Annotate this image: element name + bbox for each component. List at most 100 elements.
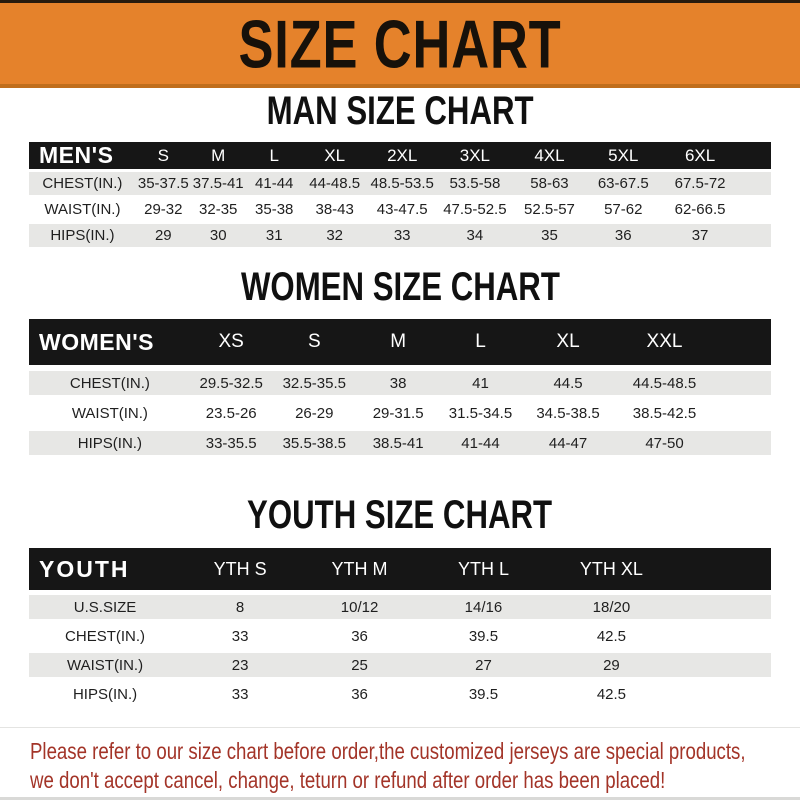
size-value: 47-50 [614,425,715,455]
size-value: 62-66.5 [659,195,741,221]
size-value: 44-47 [521,425,615,455]
size-value: 35-37.5 [135,169,191,195]
column-header: 2XL [366,142,438,169]
size-value: 29 [135,221,191,247]
row-filler [740,221,771,247]
row-filler [675,677,771,706]
men-header-row: MEN'S S M L XL 2XL 3XL 4XL 5XL 6XL [29,142,771,169]
column-header: 3XL [437,142,512,169]
column-header: M [356,319,440,365]
row-label: HIPS(IN.) [29,221,136,247]
column-header: XL [521,319,615,365]
size-value: 34.5-38.5 [521,395,615,425]
size-value: 38-43 [302,195,367,221]
size-value: 29-31.5 [356,395,440,425]
size-value: 42.5 [546,677,676,706]
row-filler [675,648,771,677]
row-label: WAIST(IN.) [29,195,136,221]
youth-size-table: YOUTH YTH S YTH M YTH L YTH XL U.S.SIZE … [29,548,771,706]
size-value: 23 [181,648,300,677]
table-row: CHEST(IN.) 29.5-32.5 32.5-35.5 38 41 44.… [29,365,771,395]
row-label: U.S.SIZE [29,590,182,619]
size-value: 63-67.5 [586,169,660,195]
size-value: 53.5-58 [437,169,512,195]
size-chart-banner: SIZE CHART [0,0,800,88]
men-size-table: MEN'S S M L XL 2XL 3XL 4XL 5XL 6XL CHEST… [29,142,771,247]
size-value: 35 [511,221,587,247]
bottom-divider [0,797,800,800]
women-table-title: WOMEN'S [29,319,191,365]
column-header: L [245,142,303,169]
row-label: CHEST(IN.) [29,619,182,648]
column-header: 6XL [659,142,741,169]
size-value: 33-35.5 [190,425,272,455]
banner-title: SIZE CHART [238,5,562,82]
size-value: 18/20 [546,590,676,619]
size-value: 29 [546,648,676,677]
women-section-heading: WOMEN SIZE CHART [240,265,560,309]
table-row: HIPS(IN.) 33 36 39.5 42.5 [29,677,771,706]
men-table-title: MEN'S [29,142,136,169]
men-heading-wrap: MAN SIZE CHART [0,91,800,131]
column-header: XL [302,142,367,169]
size-value: 29.5-32.5 [190,365,272,395]
row-label: HIPS(IN.) [29,425,191,455]
row-label: CHEST(IN.) [29,169,136,195]
size-value: 35.5-38.5 [271,425,357,455]
size-value: 33 [181,677,300,706]
row-filler [740,195,771,221]
size-value: 14/16 [420,590,547,619]
size-value: 44.5-48.5 [614,365,715,395]
row-label: WAIST(IN.) [29,648,182,677]
column-header: YTH S [181,548,300,590]
youth-table-title: YOUTH [29,548,182,590]
size-value: 33 [181,619,300,648]
size-value: 44.5 [521,365,615,395]
column-header: L [439,319,522,365]
women-header-row: WOMEN'S XS S M L XL XXL [29,319,771,365]
column-header: M [190,142,246,169]
size-value: 48.5-53.5 [366,169,438,195]
size-value: 42.5 [546,619,676,648]
size-value: 32 [302,221,367,247]
size-value: 44-48.5 [302,169,367,195]
size-value: 57-62 [586,195,660,221]
footer-note-line-2: we don't accept cancel, change, teturn o… [30,767,666,793]
column-header: S [271,319,357,365]
size-value: 47.5-52.5 [437,195,512,221]
size-value: 23.5-26 [190,395,272,425]
youth-heading-wrap: YOUTH SIZE CHART [0,495,800,535]
row-label: HIPS(IN.) [29,677,182,706]
table-row: WAIST(IN.) 29-32 32-35 35-38 38-43 43-47… [29,195,771,221]
size-value: 41-44 [245,169,303,195]
table-row: U.S.SIZE 8 10/12 14/16 18/20 [29,590,771,619]
table-row: CHEST(IN.) 33 36 39.5 42.5 [29,619,771,648]
size-value: 10/12 [299,590,421,619]
footer-note-line-1: Please refer to our size chart before or… [30,738,746,764]
size-value: 29-32 [135,195,191,221]
size-value: 41 [439,365,522,395]
column-header: 4XL [511,142,587,169]
row-filler [740,169,771,195]
size-value: 36 [299,677,421,706]
footer-note: Please refer to our size chart before or… [0,727,800,797]
size-value: 38.5-42.5 [614,395,715,425]
row-filler [714,395,771,425]
row-filler [675,590,771,619]
size-value: 34 [437,221,512,247]
size-value: 36 [299,619,421,648]
size-value: 67.5-72 [659,169,741,195]
size-value: 31.5-34.5 [439,395,522,425]
size-value: 39.5 [420,619,547,648]
size-value: 8 [181,590,300,619]
table-row: HIPS(IN.) 29 30 31 32 33 34 35 36 37 [29,221,771,247]
table-row: HIPS(IN.) 33-35.5 35.5-38.5 38.5-41 41-4… [29,425,771,455]
size-value: 35-38 [245,195,303,221]
row-label: WAIST(IN.) [29,395,191,425]
women-section: WOMEN SIZE CHART WOMEN'S XS S M L XL XXL [0,267,800,455]
women-size-table: WOMEN'S XS S M L XL XXL CHEST(IN.) 29.5-… [29,319,771,455]
size-value: 38 [356,365,440,395]
row-label: CHEST(IN.) [29,365,191,395]
size-value: 31 [245,221,303,247]
